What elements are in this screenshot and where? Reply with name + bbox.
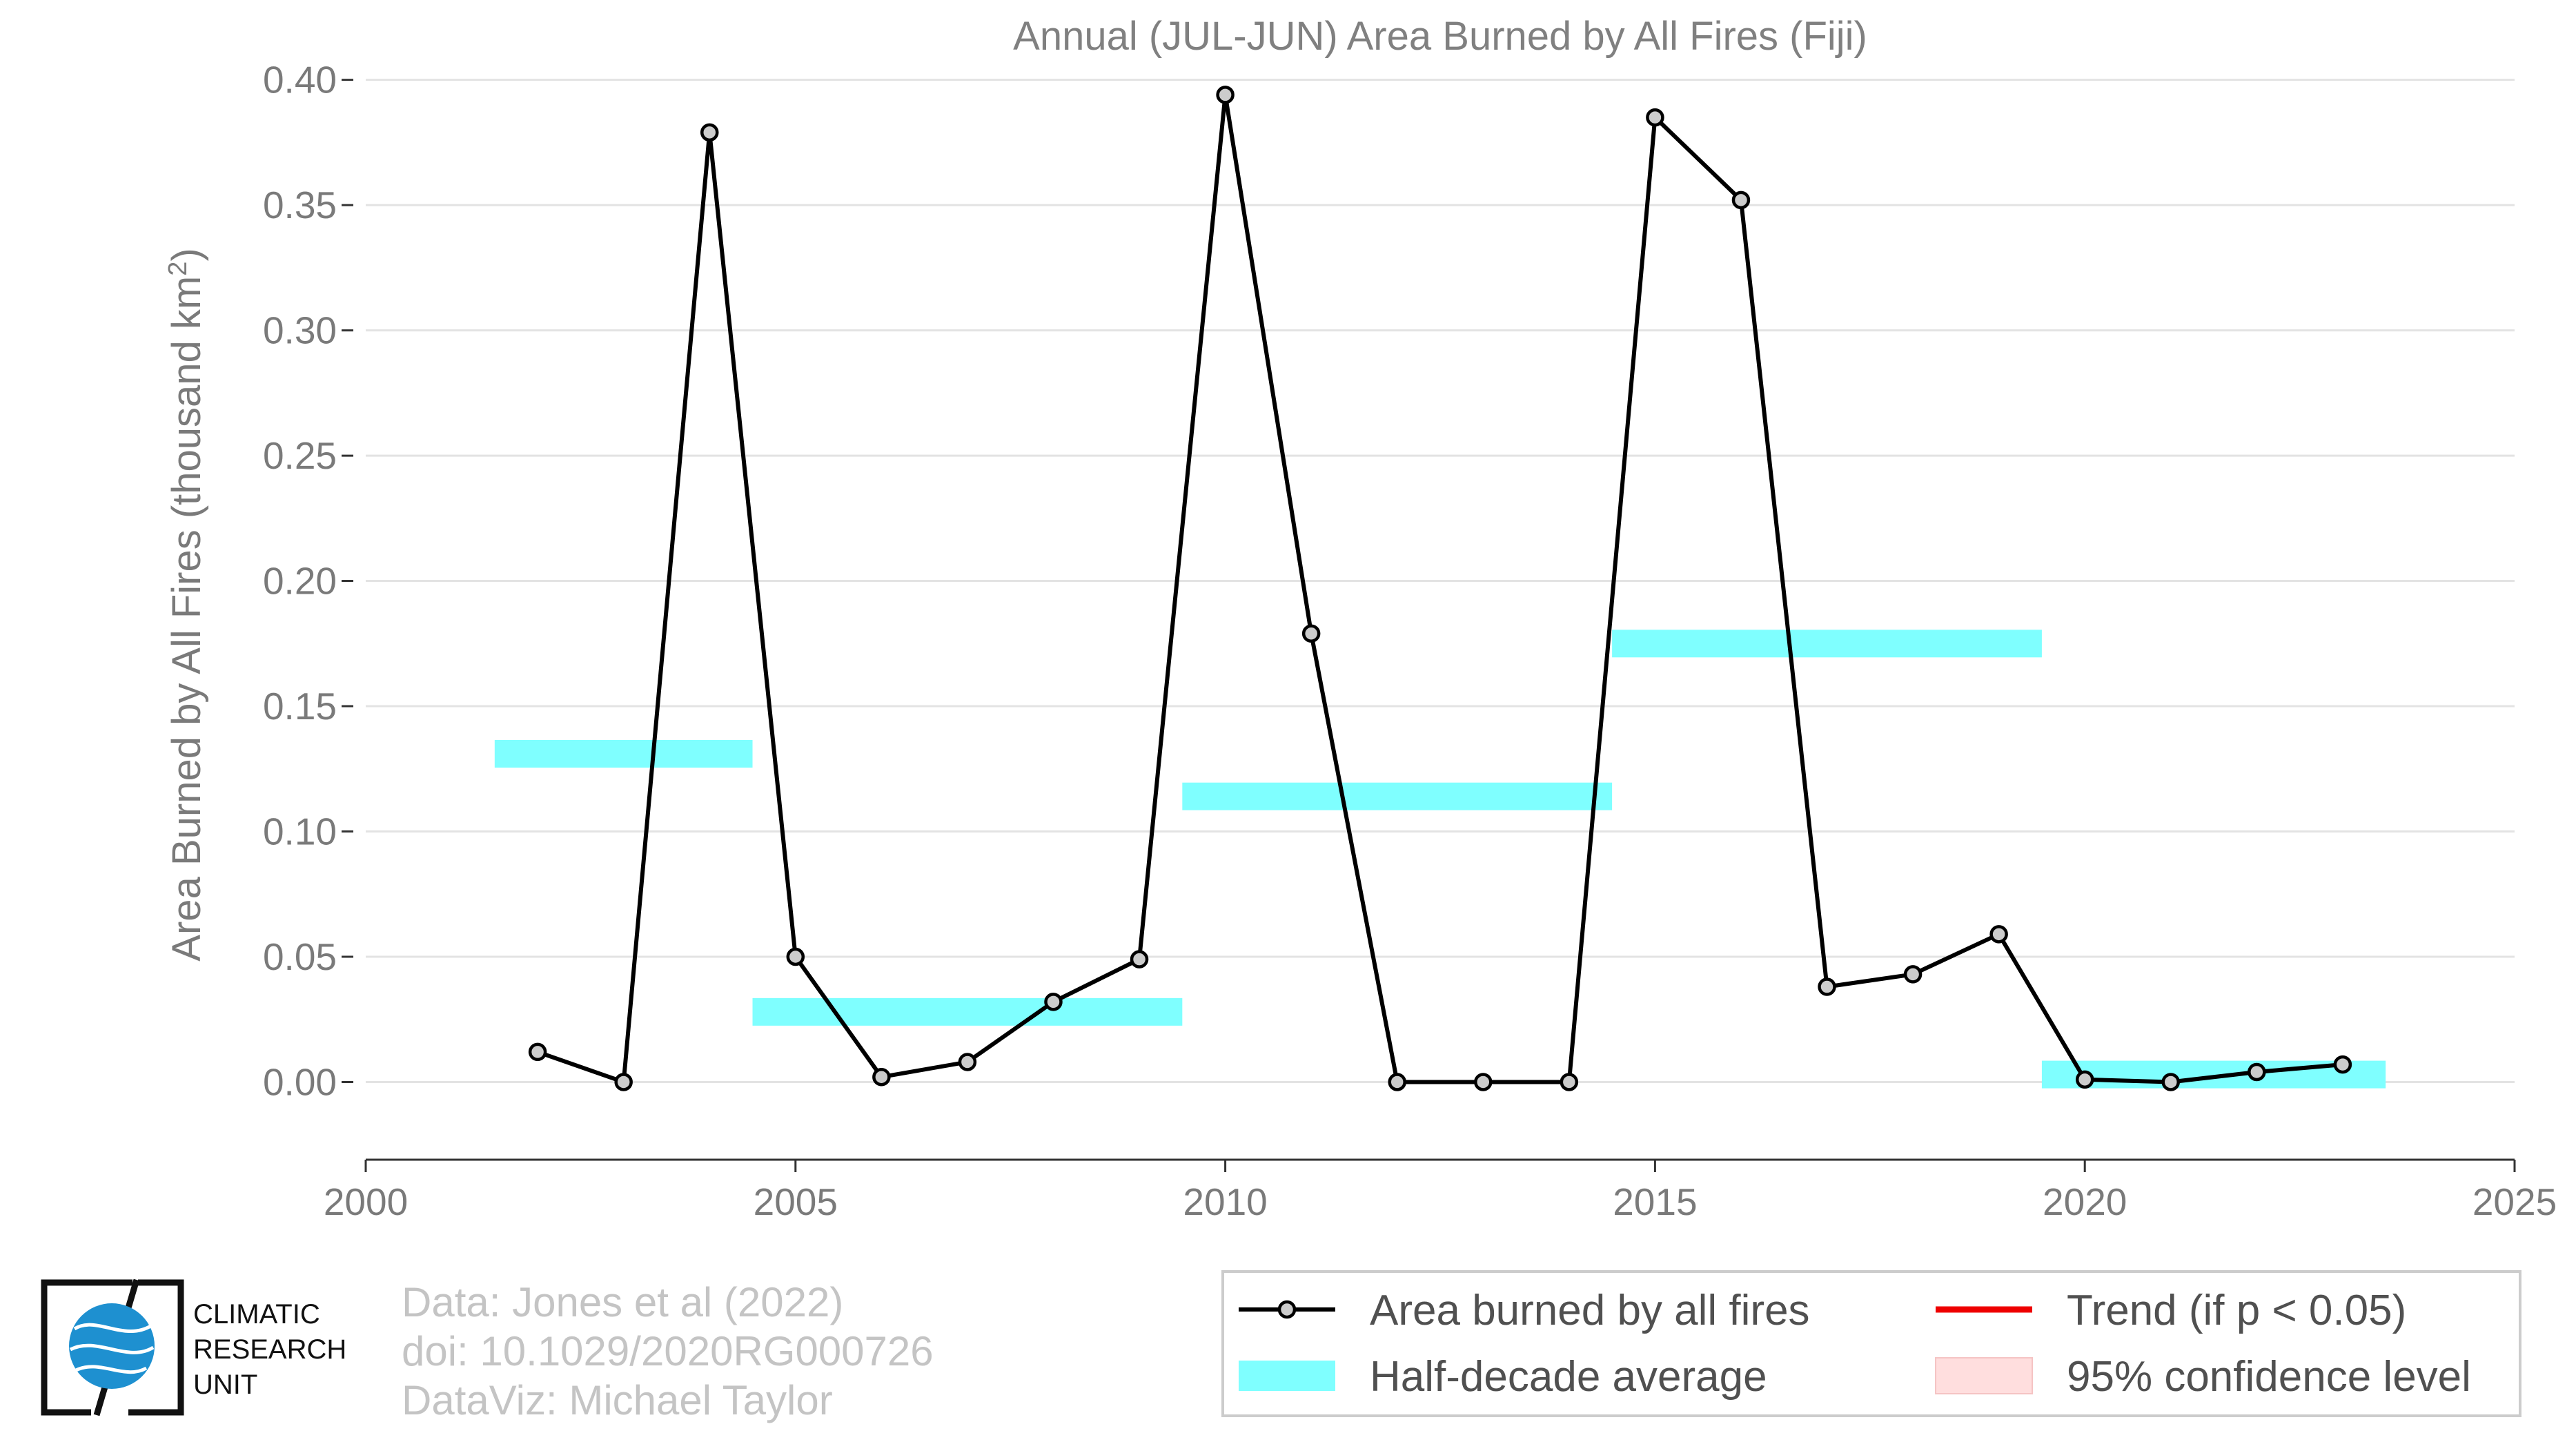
data-point <box>614 1073 633 1091</box>
legend-swatch-patch <box>1935 1357 2033 1394</box>
logo-bracket-right <box>128 1279 184 1416</box>
data-point <box>528 1042 547 1062</box>
y-tick-label: 0.05 <box>263 935 337 978</box>
data-point <box>2333 1055 2352 1074</box>
legend-label: Trend (if p < 0.05) <box>2067 1287 2406 1334</box>
half-decade-bar <box>1182 782 1613 810</box>
legend-swatch-band <box>1239 1361 1335 1391</box>
y-tick-label: 0.35 <box>263 184 337 226</box>
legend-label: Half-decade average <box>1370 1353 1767 1401</box>
data-point <box>1818 977 1836 996</box>
data-point <box>786 947 805 966</box>
data-point <box>958 1053 977 1071</box>
y-tick-label: 0.15 <box>263 685 337 728</box>
data-point <box>2248 1062 2266 1082</box>
x-tick-label: 2020 <box>2043 1180 2127 1223</box>
y-tick-label: 0.30 <box>263 309 337 352</box>
series <box>528 86 2352 1091</box>
logo-text-line1: CLIMATIC <box>193 1299 320 1330</box>
data-point <box>872 1067 891 1087</box>
x-tick-label: 2000 <box>324 1180 408 1223</box>
legend: Area burned by all fires Trend (if p < 0.… <box>1221 1270 2521 1417</box>
half-decade-bar <box>494 740 753 768</box>
half-decade-bar <box>752 997 1183 1026</box>
globe-swirl-2 <box>69 1343 155 1354</box>
legend-swatch-marker <box>1277 1300 1297 1319</box>
data-point <box>1646 108 1664 127</box>
data-point <box>1731 191 1751 210</box>
legend-label: 95% confidence level <box>2067 1353 2471 1401</box>
y-axis-label: Area Burned by All Fires (thousand km2) <box>164 248 209 961</box>
data-point <box>1301 624 1321 643</box>
y-axis-label-main: Area Burned by All Fires (thousand km <box>164 276 209 962</box>
half-decade-bar <box>1612 630 2042 658</box>
y-tick-label: 0.25 <box>263 434 337 477</box>
logo-text-line2: RESEARCH <box>193 1334 346 1365</box>
x-tick-label: 2005 <box>754 1180 838 1223</box>
series-line <box>537 92 2343 1084</box>
logo-bracket-left <box>41 1279 132 1416</box>
data-point <box>2161 1073 2181 1091</box>
data-point <box>1560 1073 1579 1091</box>
data-point <box>1388 1073 1406 1091</box>
y-axis-label-close: ) <box>164 248 209 261</box>
y-tick-label: 0.00 <box>263 1060 337 1103</box>
globe-swirl-1 <box>73 1323 153 1334</box>
credit-data: Data: Jones et al (2022) <box>402 1279 843 1325</box>
credit-dataviz: DataViz: Michael Taylor <box>402 1377 833 1423</box>
data-point <box>2075 1070 2094 1089</box>
y-tick-labels: 0.00 0.05 0.10 0.15 0.20 0.25 0.30 0.35 0.40 <box>263 59 353 1103</box>
data-point <box>1216 86 1235 104</box>
data-point <box>1474 1073 1493 1091</box>
credit-doi: doi: 10.1029/2020RG000726 <box>402 1328 934 1374</box>
half-decade-averages <box>494 630 2386 1089</box>
globe-swirl-3 <box>75 1365 148 1374</box>
data-point <box>1989 925 2008 944</box>
logo-text-line3: UNIT <box>193 1370 257 1400</box>
y-tick-label: 0.10 <box>263 810 337 853</box>
data-point <box>1903 965 1923 984</box>
data-point <box>700 123 719 142</box>
grid <box>366 79 2515 1083</box>
x-tick-label: 2015 <box>1613 1180 1697 1223</box>
legend-box <box>1221 1270 2521 1417</box>
legend-label: Area burned by all fires <box>1370 1287 1810 1334</box>
data-point <box>1130 950 1149 968</box>
x-tick-label: 2010 <box>1183 1180 1267 1223</box>
y-tick-label: 0.40 <box>263 59 337 101</box>
x-tick-label: 2025 <box>2472 1180 2557 1223</box>
y-tick-label: 0.20 <box>263 560 337 603</box>
legend-items: Area burned by all fires Trend (if p < 0.… <box>1239 1287 2471 1401</box>
y-axis-label-sup: 2 <box>164 262 193 276</box>
data-point <box>1044 993 1063 1011</box>
chart-title: Annual (JUL-JUN) Area Burned by All Fire… <box>1013 14 1867 59</box>
cru-logo: CLIMATIC RESEARCH UNIT <box>41 1278 346 1416</box>
x-ticks: 2000 2005 2010 2015 2020 2025 <box>324 1160 2557 1223</box>
